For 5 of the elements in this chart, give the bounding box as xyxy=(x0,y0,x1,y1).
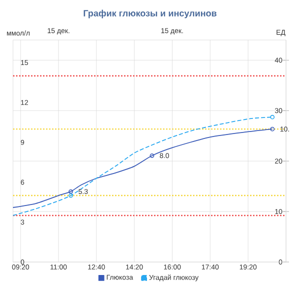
chart-title: График глюкозы и инсулинов xyxy=(84,10,216,18)
point xyxy=(270,114,275,120)
point xyxy=(68,193,73,198)
point xyxy=(150,153,154,158)
point xyxy=(68,189,73,194)
